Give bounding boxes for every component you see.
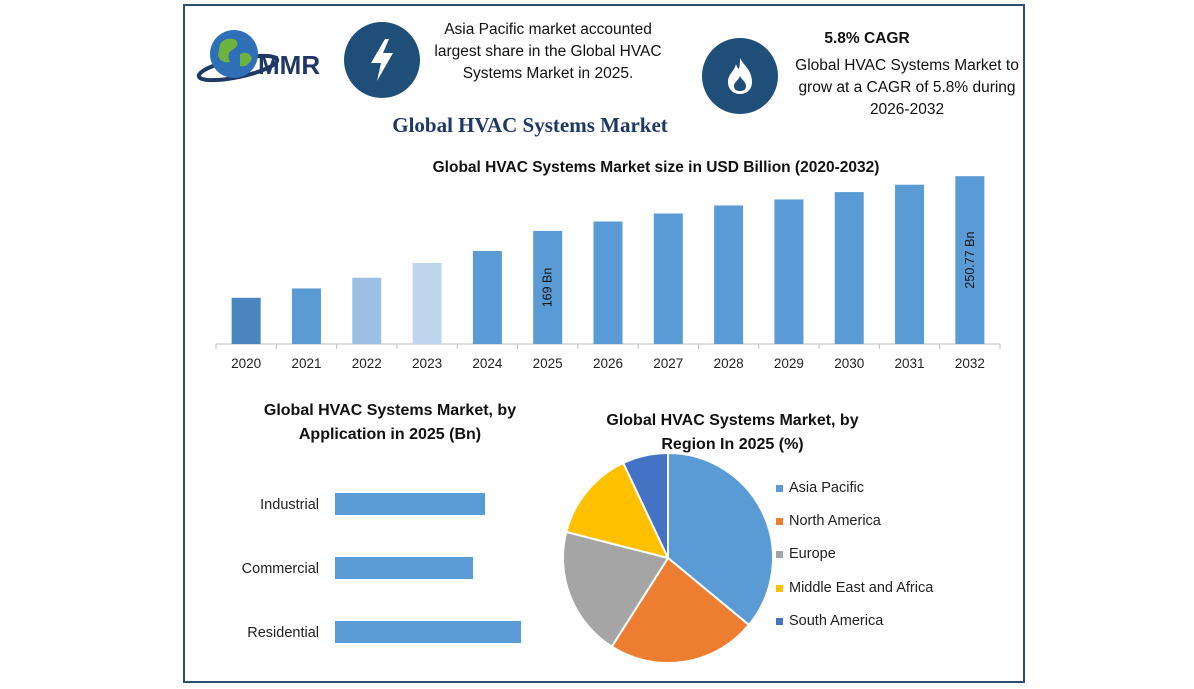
category-label: Commercial [242, 561, 319, 577]
flame-circle [702, 38, 778, 114]
legend-item: North America [776, 513, 881, 529]
application-chart-title: Global HVAC Systems Market, by Applicati… [263, 402, 517, 443]
cagr-heading: 5.8% CAGR [824, 30, 910, 47]
x-tick-label: 2025 [533, 356, 563, 371]
bar-2032 [955, 176, 985, 344]
legend-swatch [776, 550, 783, 558]
legend-label: Asia Pacific [789, 480, 864, 496]
x-tick-label: 2031 [895, 356, 925, 371]
x-tick-label: 2024 [472, 356, 503, 371]
legend-label: Europe [789, 546, 836, 562]
pie-slice-europe [562, 530, 670, 649]
bar-2027 [653, 213, 683, 344]
legend-label: North America [789, 513, 881, 529]
info-left-text: Asia Pacific market accounted largest sh… [434, 21, 662, 82]
info-right-text: Global HVAC Systems Market to grow at a … [795, 57, 1019, 118]
legend-label: Middle East and Africa [789, 580, 934, 596]
bar-2028 [714, 205, 744, 344]
x-tick-label: 2020 [231, 356, 261, 371]
bar-2025 [533, 230, 563, 344]
legend-item: South America [776, 613, 883, 629]
main-chart-title: Global HVAC Systems Market size in USD B… [432, 159, 880, 176]
region-chart-title: Global HVAC Systems Market, by Region In… [606, 412, 859, 453]
x-tick-label: 2030 [834, 356, 864, 371]
legend-swatch [776, 584, 783, 592]
x-tick-label: 2021 [291, 356, 321, 371]
data-label: 169 Bn [541, 268, 555, 308]
pie-slice-north-america [610, 556, 751, 664]
bar-2021 [291, 288, 321, 344]
bar-2022 [352, 277, 382, 344]
pie-slice-asia-pacific [667, 451, 774, 627]
x-tick-label: 2032 [955, 356, 985, 371]
mmr-logo: MMR [196, 20, 336, 90]
bar-industrial [335, 493, 485, 515]
legend-item: Europe [776, 546, 836, 562]
bar-2026 [593, 221, 623, 344]
headline: Global HVAC Systems Market [392, 113, 668, 137]
legend-swatch [776, 484, 783, 492]
x-tick-label: 2029 [774, 356, 804, 371]
legend-item: Asia Pacific [776, 480, 864, 496]
bar-commercial [335, 557, 473, 579]
bar-2030 [834, 192, 864, 344]
legend-item: Middle East and Africa [776, 580, 933, 596]
category-label: Residential [247, 625, 319, 641]
legend-swatch [776, 517, 783, 525]
pie-slice-south-america [621, 451, 669, 559]
logo-text: MMR [258, 50, 320, 80]
bar-2031 [895, 184, 925, 344]
bar-2029 [774, 199, 804, 344]
category-label: Industrial [260, 497, 319, 513]
legend-swatch [776, 617, 783, 625]
x-tick-label: 2028 [714, 356, 744, 371]
flame-icon [728, 58, 752, 94]
x-tick-label: 2023 [412, 356, 442, 371]
bar-residential [335, 621, 521, 643]
bar-2024 [472, 250, 502, 344]
lightning-bolt-icon [371, 39, 393, 81]
pie-slice-middle-east-and-africa [565, 461, 670, 560]
x-tick-label: 2026 [593, 356, 623, 371]
x-tick-label: 2022 [352, 356, 382, 371]
bar-2020 [231, 297, 261, 344]
infographic-frame [183, 4, 1025, 683]
bar-2023 [412, 263, 442, 344]
data-label: 250.77 Bn [963, 232, 977, 289]
lightning-circle [344, 22, 420, 98]
legend-label: South America [789, 613, 884, 629]
globe-logo-icon: MMR [196, 30, 320, 83]
x-tick-label: 2027 [653, 356, 683, 371]
